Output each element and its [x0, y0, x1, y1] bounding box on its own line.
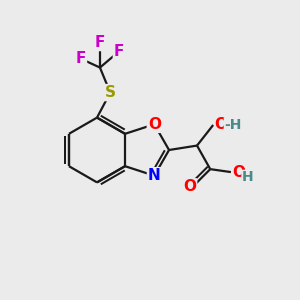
Text: O: O	[232, 165, 245, 180]
Text: O: O	[148, 117, 161, 132]
Text: F: F	[114, 44, 124, 59]
Text: F: F	[95, 35, 105, 50]
Text: H: H	[242, 170, 254, 184]
Text: S: S	[105, 85, 116, 100]
Text: O: O	[183, 179, 196, 194]
Text: F: F	[76, 51, 86, 66]
Text: -H: -H	[224, 118, 242, 132]
Text: O: O	[215, 118, 228, 133]
Text: N: N	[148, 168, 161, 183]
